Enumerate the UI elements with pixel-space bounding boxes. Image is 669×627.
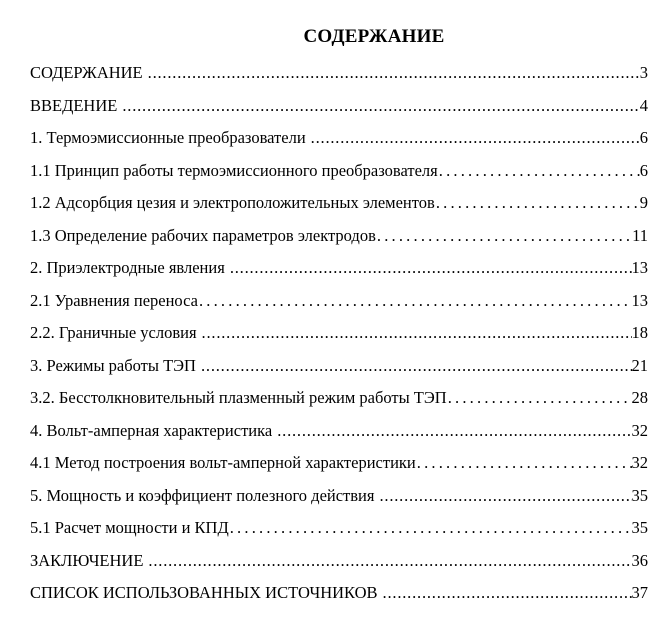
toc-entry-label: 2.2. Граничные условия <box>30 323 197 342</box>
toc-leader-dots: ........................................… <box>379 485 631 505</box>
toc-entry[interactable]: ВВЕДЕНИЕ ...............................… <box>30 90 648 123</box>
toc-entry-label: ВВЕДЕНИЕ <box>30 95 118 115</box>
toc-leader-dots: ........................................… <box>382 583 632 602</box>
toc-entry[interactable]: 3. Режимы работы ТЭП ...................… <box>30 350 648 383</box>
toc-entry[interactable]: 1.2 Адсорбция цезия и электроположительн… <box>30 187 648 220</box>
toc-entry[interactable]: 5.1 Расчет мощности и КПД ..............… <box>30 512 648 545</box>
toc-entry-label: 3. Режимы работы ТЭП <box>30 355 196 375</box>
toc-page-number: 13 <box>631 258 649 277</box>
toc-page-number: 32 <box>631 420 649 440</box>
toc-leader-dots: ........................................… <box>200 355 632 375</box>
toc-page-number: 9 <box>639 193 648 212</box>
toc-page-number: 35 <box>631 485 649 505</box>
toc-leader-dots: ........................................… <box>229 258 632 277</box>
toc-page-number: 4 <box>639 95 648 115</box>
table-of-contents: СОДЕРЖАНИЕ .............................… <box>30 57 648 610</box>
toc-page-number: 21 <box>631 355 649 375</box>
toc-entry-label: 1. Термоэмиссионные преобразователи <box>30 128 306 147</box>
toc-entry[interactable]: 2.2. Граничные условия .................… <box>30 317 648 350</box>
toc-entry-label: 1.1 Принцип работы термоэмиссионного пре… <box>30 160 438 180</box>
toc-page-number: 28 <box>631 388 649 407</box>
toc-leader-dots: ........................................… <box>310 128 640 147</box>
toc-entry-label: СОДЕРЖАНИЕ <box>30 63 143 82</box>
toc-entry[interactable]: 1.1 Принцип работы термоэмиссионного пре… <box>30 155 648 188</box>
toc-leader-dots: ........................................… <box>122 95 640 115</box>
toc-entry[interactable]: 4. Вольт-амперная характеристика .......… <box>30 415 648 448</box>
toc-page-number: 35 <box>631 518 649 537</box>
toc-entry-label: ЗАКЛЮЧЕНИЕ <box>30 550 144 570</box>
toc-page-number: 6 <box>639 128 648 147</box>
toc-leader-dots: ........................................… <box>277 420 632 440</box>
toc-leader-dots: ........................................… <box>376 225 632 245</box>
toc-entry[interactable]: 1. Термоэмиссионные преобразователи ....… <box>30 122 648 155</box>
toc-entry[interactable]: СОДЕРЖАНИЕ .............................… <box>30 57 648 90</box>
toc-page-number: 36 <box>631 550 649 570</box>
toc-entry-label: 1.3 Определение рабочих параметров элект… <box>30 225 376 245</box>
toc-entry[interactable]: 2. Приэлектродные явления ..............… <box>30 252 648 285</box>
toc-entry-label: 1.2 Адсорбция цезия и электроположительн… <box>30 193 435 212</box>
toc-leader-dots: ........................................… <box>147 63 640 82</box>
toc-entry[interactable]: 3.2. Бесстолкновительный плазменный режи… <box>30 382 648 415</box>
toc-page-number: 11 <box>632 225 648 245</box>
toc-page-number: 32 <box>631 453 649 472</box>
toc-entry[interactable]: СПИСОК ИСПОЛЬЗОВАННЫХ ИСТОЧНИКОВ .......… <box>30 577 648 610</box>
toc-entry-label: 4.1 Метод построения вольт-амперной хара… <box>30 453 416 472</box>
toc-entry-label: 2. Приэлектродные явления <box>30 258 225 277</box>
toc-leader-dots: ........................................… <box>148 550 632 570</box>
toc-entry-label: СПИСОК ИСПОЛЬЗОВАННЫХ ИСТОЧНИКОВ <box>30 583 378 602</box>
toc-leader-dots: ........................................… <box>416 453 632 472</box>
toc-page-number: 3 <box>639 63 648 82</box>
toc-entry-label: 3.2. Бесстолкновительный плазменный режи… <box>30 388 447 407</box>
toc-page-number: 18 <box>631 323 649 342</box>
toc-entry[interactable]: 5. Мощность и коэффициент полезного дейс… <box>30 480 648 513</box>
toc-leader-dots: ........................................… <box>201 323 632 342</box>
toc-entry-label: 5.1 Расчет мощности и КПД <box>30 518 229 537</box>
toc-entry[interactable]: ЗАКЛЮЧЕНИЕ .............................… <box>30 545 648 578</box>
toc-leader-dots: ........................................… <box>447 388 632 407</box>
toc-leader-dots: ........................................… <box>438 160 640 180</box>
toc-page-number: 6 <box>639 160 648 180</box>
toc-entry[interactable]: 2.1 Уравнения переноса .................… <box>30 285 648 318</box>
toc-entry-label: 5. Мощность и коэффициент полезного дейс… <box>30 485 375 505</box>
toc-page-number: 37 <box>631 583 649 602</box>
toc-entry-label: 2.1 Уравнения переноса <box>30 290 198 310</box>
toc-leader-dots: ........................................… <box>435 193 640 212</box>
toc-leader-dots: ........................................… <box>198 290 632 310</box>
toc-page-number: 13 <box>631 290 649 310</box>
toc-entry[interactable]: 1.3 Определение рабочих параметров элект… <box>30 220 648 253</box>
page-title: СОДЕРЖАНИЕ <box>303 26 445 47</box>
toc-entry-label: 4. Вольт-амперная характеристика <box>30 420 273 440</box>
toc-entry[interactable]: 4.1 Метод построения вольт-амперной хара… <box>30 447 648 480</box>
toc-leader-dots: ........................................… <box>229 518 632 537</box>
